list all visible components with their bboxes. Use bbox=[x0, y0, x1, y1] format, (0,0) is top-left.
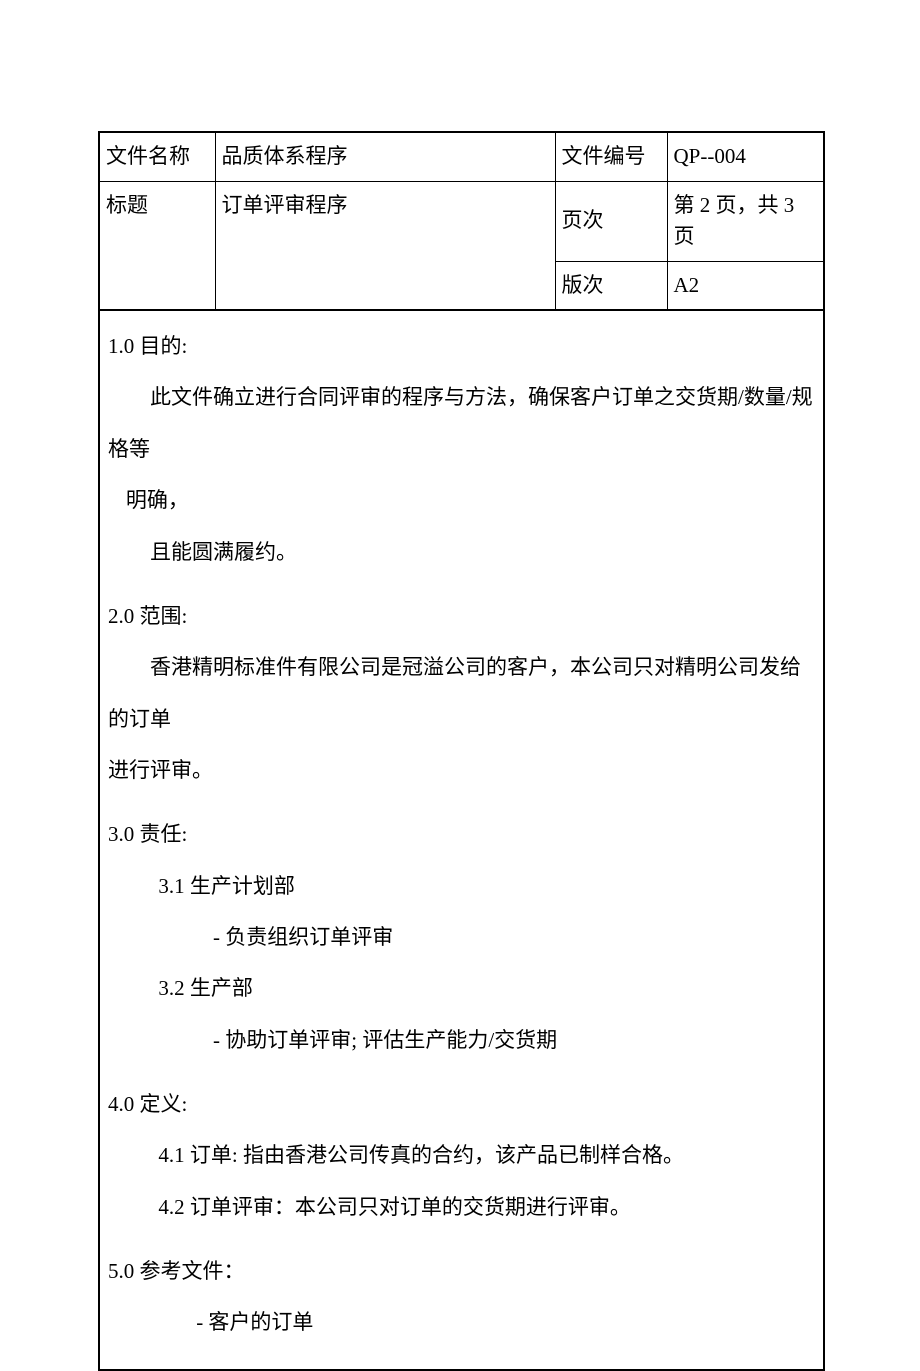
header-value-title: 订单评审程序 bbox=[215, 181, 555, 310]
table-row: 文件名称 品质体系程序 文件编号 QP--004 bbox=[100, 132, 823, 181]
section-3-item: 3.2 生产部 bbox=[108, 963, 815, 1014]
header-value-version: A2 bbox=[667, 261, 823, 310]
section-3-subitem: - 协助订单评审; 评估生产能力/交货期 bbox=[108, 1015, 815, 1066]
section-4-item: 4.2 订单评审：本公司只对订单的交货期进行评审。 bbox=[108, 1182, 815, 1233]
section-2-para: 进行评审。 bbox=[108, 745, 815, 796]
section-5-heading: 5.0 参考文件： bbox=[108, 1246, 815, 1297]
section-3-item: 3.1 生产计划部 bbox=[108, 861, 815, 912]
section-1-heading: 1.0 目的: bbox=[108, 321, 815, 372]
header-label-docname: 文件名称 bbox=[100, 132, 215, 181]
section-1-para: 且能圆满履约。 bbox=[108, 527, 815, 578]
header-label-title: 标题 bbox=[100, 181, 215, 310]
section-4-heading: 4.0 定义: bbox=[108, 1079, 815, 1130]
document-header-table: 文件名称 品质体系程序 文件编号 QP--004 标题 订单评审程序 页次 第 … bbox=[100, 131, 823, 310]
header-value-docnum: QP--004 bbox=[667, 132, 823, 181]
section-2-para: 香港精明标准件有限公司是冠溢公司的客户，本公司只对精明公司发给的订单 bbox=[108, 642, 815, 745]
section-2-heading: 2.0 范围: bbox=[108, 591, 815, 642]
header-label-page: 页次 bbox=[555, 181, 667, 261]
header-value-docname: 品质体系程序 bbox=[215, 132, 555, 181]
header-label-version: 版次 bbox=[555, 261, 667, 310]
section-5-item: - 客户的订单 bbox=[108, 1297, 815, 1348]
header-label-docnum: 文件编号 bbox=[555, 132, 667, 181]
section-1-para: 此文件确立进行合同评审的程序与方法，确保客户订单之交货期/数量/规格等 bbox=[108, 372, 815, 475]
section-1-para: 明确， bbox=[108, 475, 815, 526]
section-4-item: 4.1 订单: 指由香港公司传真的合约，该产品已制样合格。 bbox=[108, 1130, 815, 1181]
header-value-page: 第 2 页，共 3 页 bbox=[667, 181, 823, 261]
section-3-subitem: - 负责组织订单评审 bbox=[108, 912, 815, 963]
document-body: 1.0 目的: 此文件确立进行合同评审的程序与方法，确保客户订单之交货期/数量/… bbox=[100, 310, 823, 1369]
section-3-heading: 3.0 责任: bbox=[108, 809, 815, 860]
document-frame: 文件名称 品质体系程序 文件编号 QP--004 标题 订单评审程序 页次 第 … bbox=[98, 131, 825, 1371]
table-row: 标题 订单评审程序 页次 第 2 页，共 3 页 bbox=[100, 181, 823, 261]
